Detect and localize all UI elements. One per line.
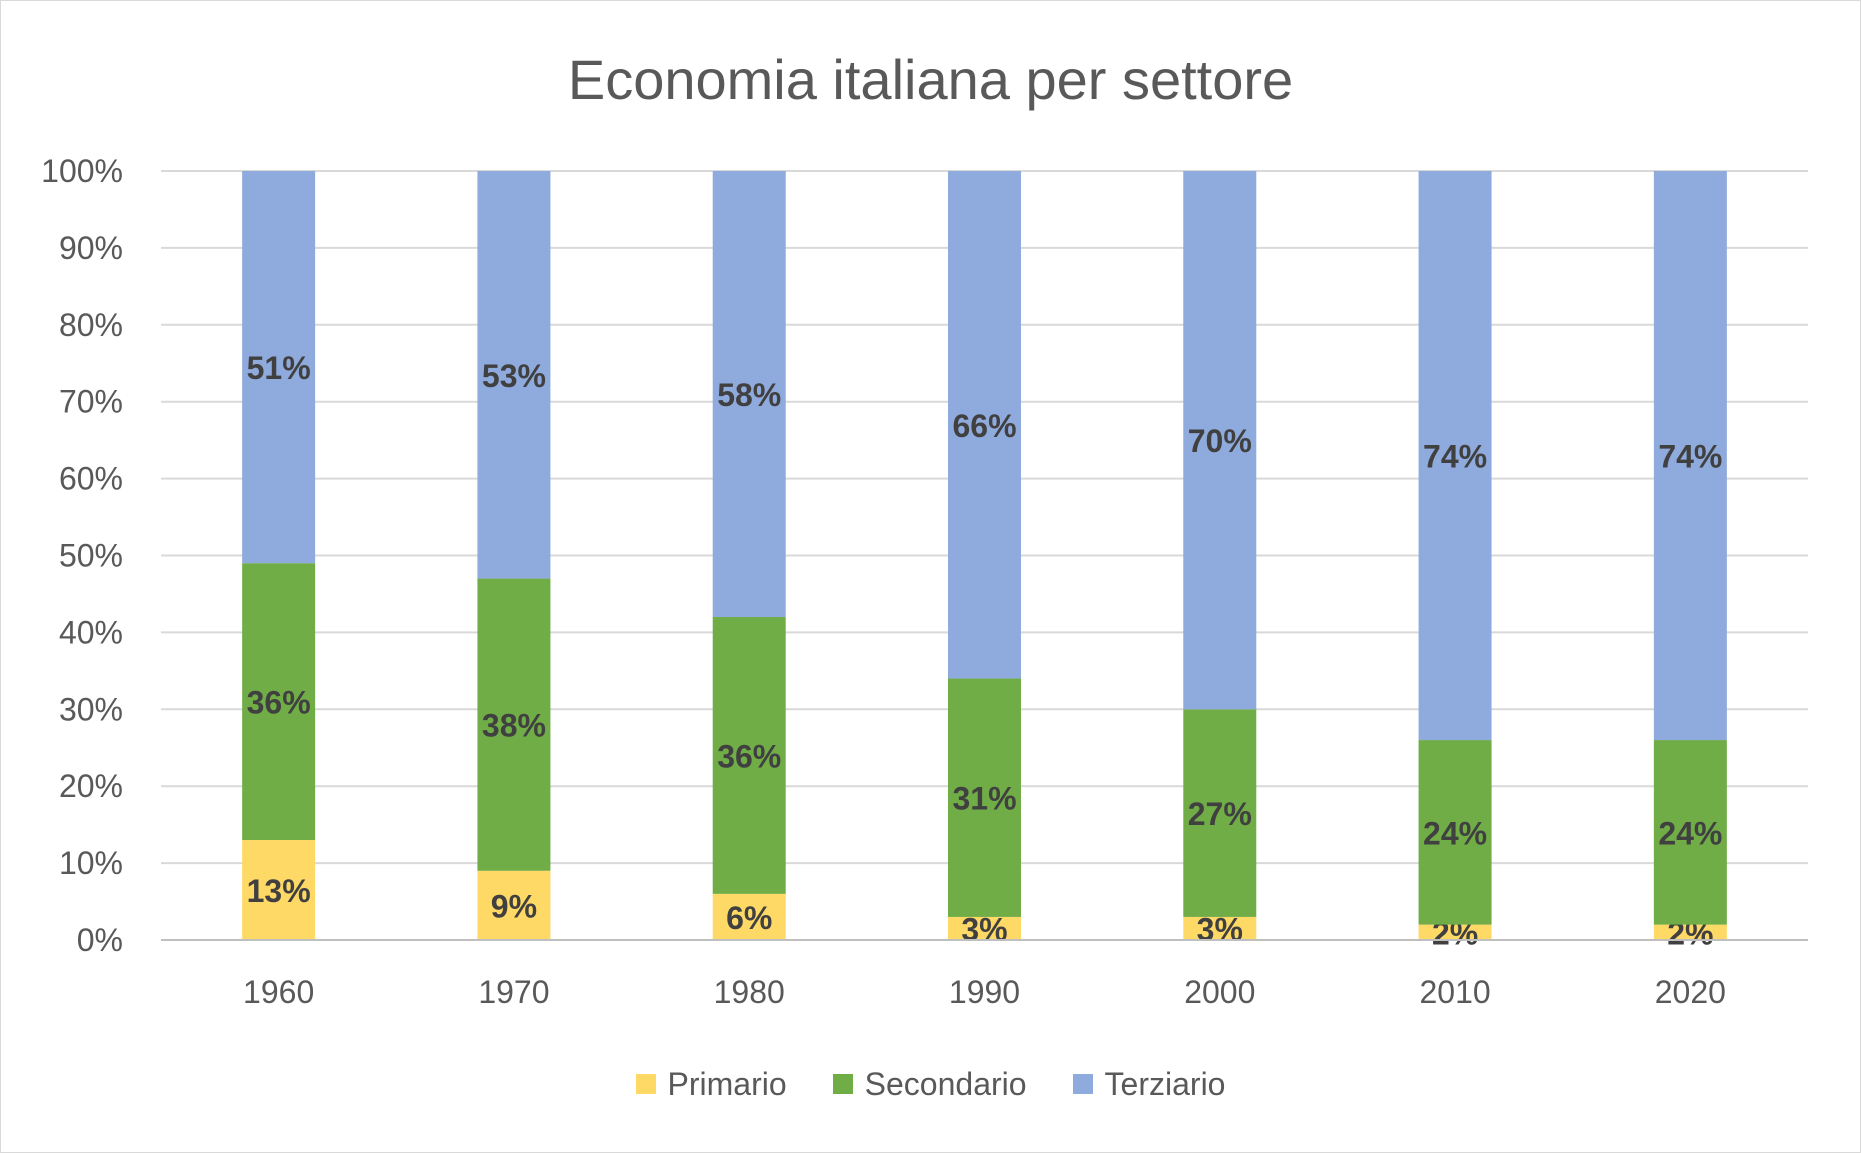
data-label: 3% [961,911,1007,947]
x-tick-label: 2000 [1184,974,1255,1010]
data-label: 51% [247,350,311,386]
bar-segment-secondario [242,563,316,841]
data-label: 31% [952,781,1016,817]
y-tick-label: 90% [59,230,123,266]
y-tick-label: 40% [59,614,123,650]
data-label: 6% [726,900,772,936]
y-tick-label: 100% [41,153,123,189]
bar-segment-secondario [477,578,551,871]
bar-segment-terziario [948,171,1021,679]
bar-segment-terziario [242,171,316,564]
bar-segment-terziario [1418,171,1492,741]
bar-segment-secondario [948,678,1021,917]
data-label: 13% [247,873,311,909]
legend-swatch [635,1074,656,1094]
data-label: 70% [1188,423,1252,459]
bar-segment-primario [1418,924,1492,940]
bar-segment-secondario [1653,740,1727,925]
legend-label: Secondario [864,1065,1027,1102]
bar-segment-secondario [1183,709,1257,917]
x-tick-label: 1980 [714,974,785,1010]
bar-segment-secondario [1418,740,1492,925]
x-tick-label: 1990 [949,974,1020,1010]
data-label: 66% [952,408,1016,444]
data-label: 58% [717,377,781,413]
bar-segment-terziario [1183,171,1257,710]
bar-segment-primario [242,840,316,940]
bar-segment-primario [712,893,786,940]
y-tick-label: 0% [77,922,123,958]
legend-swatch [832,1074,853,1094]
bar-segment-primario [948,916,1021,940]
x-tick-label: 1960 [243,974,314,1010]
chart-legend: Primario Secondario Terziario [0,1061,1861,1107]
legend-swatch [1072,1074,1093,1094]
y-tick-label: 20% [59,768,123,804]
data-label: 74% [1423,439,1487,475]
bar-segment-terziario [1653,171,1727,741]
bar-segment-terziario [477,171,551,579]
y-tick-label: 30% [59,691,123,727]
chart-title: Economia italiana per settore [567,48,1294,111]
y-tick-label: 80% [59,307,123,343]
data-label: 24% [1423,815,1487,851]
bar-segment-secondario [712,617,786,894]
data-label: 9% [491,888,537,924]
y-tick-label: 50% [59,538,123,574]
data-label: 27% [1188,796,1252,832]
data-label: 38% [482,708,546,744]
data-label: 36% [247,685,311,721]
data-label: 36% [717,738,781,774]
x-tick-label: 2020 [1655,974,1726,1010]
y-tick-label: 70% [59,384,123,420]
bar-segment-primario [1183,916,1257,940]
x-tick-label: 1970 [478,974,549,1010]
x-tick-label: 2010 [1419,974,1490,1010]
data-label: 24% [1658,815,1722,851]
bar-segment-terziario [712,171,786,618]
legend-item: Terziario [1072,1065,1226,1103]
data-label: 74% [1658,439,1722,475]
legend-item: Primario [635,1065,787,1103]
y-tick-label: 60% [59,461,123,497]
legend-item: Secondario [832,1065,1027,1103]
legend-label: Primario [667,1065,787,1102]
bar-segment-primario [477,870,551,940]
bar-segment-primario [1653,924,1727,940]
data-label: 53% [482,358,546,394]
legend-label: Terziario [1104,1065,1226,1102]
y-tick-label: 10% [59,845,123,881]
data-label: 3% [1197,911,1243,947]
